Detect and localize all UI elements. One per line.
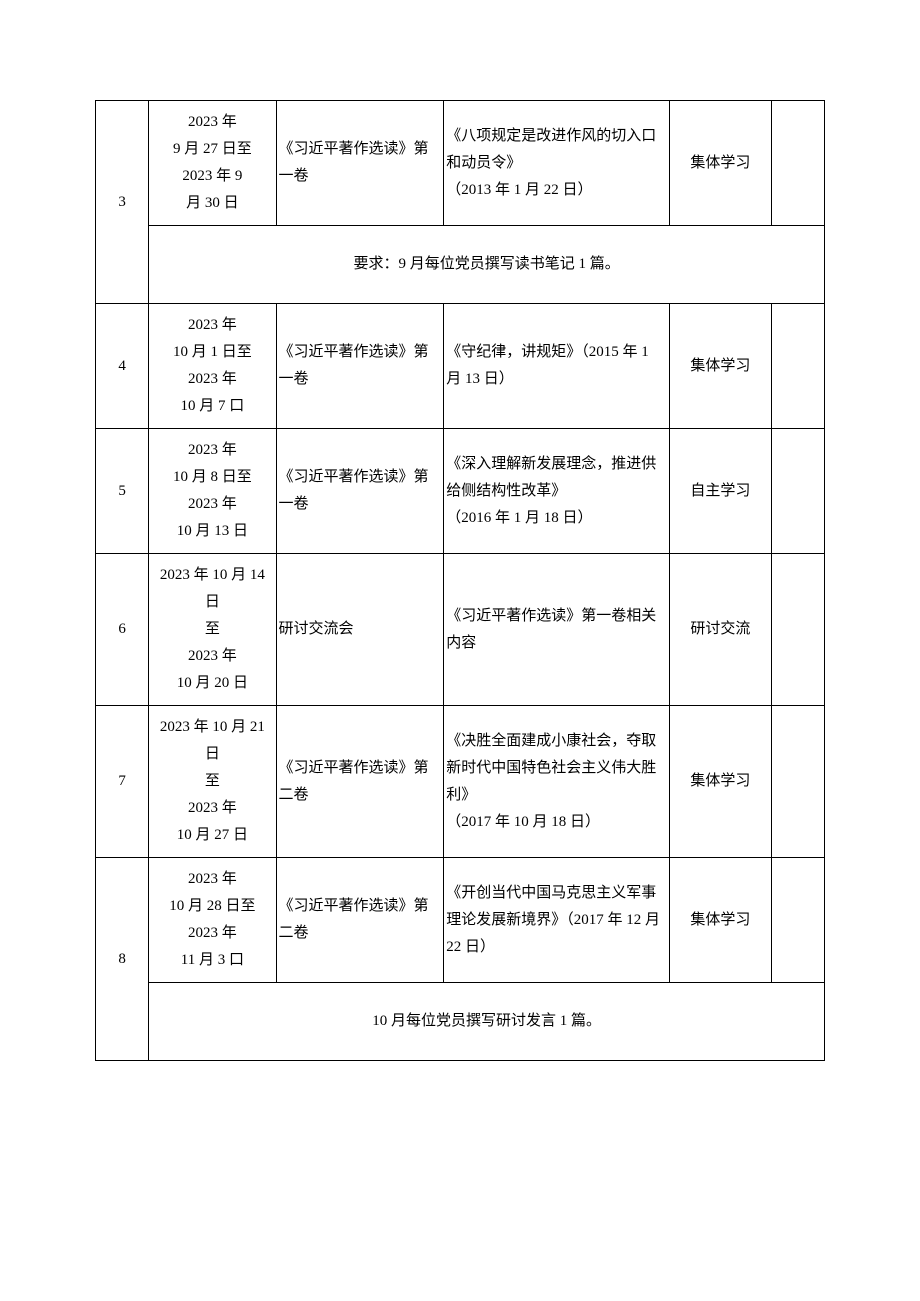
cell-method: 集体学习: [669, 304, 771, 429]
cell-extra: [771, 858, 824, 983]
cell-topic: 《守纪律，讲规矩》（2015 年 1 月 13 日）: [444, 304, 670, 429]
cell-extra: [771, 304, 824, 429]
cell-date: 2023 年 10 月 21 日至2023 年10 月 27 日: [149, 706, 276, 858]
cell-extra: [771, 554, 824, 706]
cell-method: 集体学习: [669, 858, 771, 983]
cell-method: 研讨交流: [669, 554, 771, 706]
table-row: 5 2023 年10 月 8 日至2023 年10 月 13 日 《习近平著作选…: [96, 429, 825, 554]
cell-extra: [771, 429, 824, 554]
cell-topic: 《决胜全面建成小康社会，夺取新时代中国特色社会主义伟大胜利》（2017 年 10…: [444, 706, 670, 858]
table-row: 4 2023 年10 月 1 日至2023 年10 月 7 口 《习近平著作选读…: [96, 304, 825, 429]
cell-book: 《习近平著作选读》第二卷: [276, 858, 444, 983]
cell-num: 8: [96, 858, 149, 1061]
cell-num: 3: [96, 101, 149, 304]
cell-date: 2023 年10 月 28 日至2023 年11 月 3 口: [149, 858, 276, 983]
cell-book: 《习近平著作选读》第一卷: [276, 429, 444, 554]
cell-book: 《习近平著作选读》第一卷: [276, 101, 444, 226]
cell-method: 集体学习: [669, 706, 771, 858]
cell-note: 10 月每位党员撰写研讨发言 1 篇。: [149, 983, 825, 1061]
cell-date: 2023 年 10 月 14 日至2023 年10 月 20 日: [149, 554, 276, 706]
cell-topic: 《深入理解新发展理念，推进供给侧结构性改革》（2016 年 1 月 18 日）: [444, 429, 670, 554]
cell-num: 7: [96, 706, 149, 858]
cell-date: 2023 年10 月 1 日至2023 年10 月 7 口: [149, 304, 276, 429]
cell-topic: 《开创当代中国马克思主义军事理论发展新境界》（2017 年 12 月 22 日）: [444, 858, 670, 983]
table-row: 3 2023 年9 月 27 日至2023 年 9月 30 日 《习近平著作选读…: [96, 101, 825, 226]
cell-date: 2023 年9 月 27 日至2023 年 9月 30 日: [149, 101, 276, 226]
study-plan-table-container: 3 2023 年9 月 27 日至2023 年 9月 30 日 《习近平著作选读…: [95, 100, 825, 1061]
cell-num: 6: [96, 554, 149, 706]
table-row: 8 2023 年10 月 28 日至2023 年11 月 3 口 《习近平著作选…: [96, 858, 825, 983]
cell-book: 研讨交流会: [276, 554, 444, 706]
cell-extra: [771, 706, 824, 858]
cell-book: 《习近平著作选读》第二卷: [276, 706, 444, 858]
cell-topic: 《习近平著作选读》第一卷相关内容: [444, 554, 670, 706]
cell-topic: 《八项规定是改进作风的切入口和动员令》（2013 年 1 月 22 日）: [444, 101, 670, 226]
table-body: 3 2023 年9 月 27 日至2023 年 9月 30 日 《习近平著作选读…: [96, 101, 825, 1061]
cell-book: 《习近平著作选读》第一卷: [276, 304, 444, 429]
study-plan-table: 3 2023 年9 月 27 日至2023 年 9月 30 日 《习近平著作选读…: [95, 100, 825, 1061]
cell-note: 要求：9 月每位党员撰写读书笔记 1 篇。: [149, 226, 825, 304]
table-row-note: 要求：9 月每位党员撰写读书笔记 1 篇。: [96, 226, 825, 304]
table-row-note: 10 月每位党员撰写研讨发言 1 篇。: [96, 983, 825, 1061]
cell-date: 2023 年10 月 8 日至2023 年10 月 13 日: [149, 429, 276, 554]
table-row: 6 2023 年 10 月 14 日至2023 年10 月 20 日 研讨交流会…: [96, 554, 825, 706]
cell-num: 5: [96, 429, 149, 554]
table-row: 7 2023 年 10 月 21 日至2023 年10 月 27 日 《习近平著…: [96, 706, 825, 858]
cell-num: 4: [96, 304, 149, 429]
cell-method: 集体学习: [669, 101, 771, 226]
cell-method: 自主学习: [669, 429, 771, 554]
cell-extra: [771, 101, 824, 226]
